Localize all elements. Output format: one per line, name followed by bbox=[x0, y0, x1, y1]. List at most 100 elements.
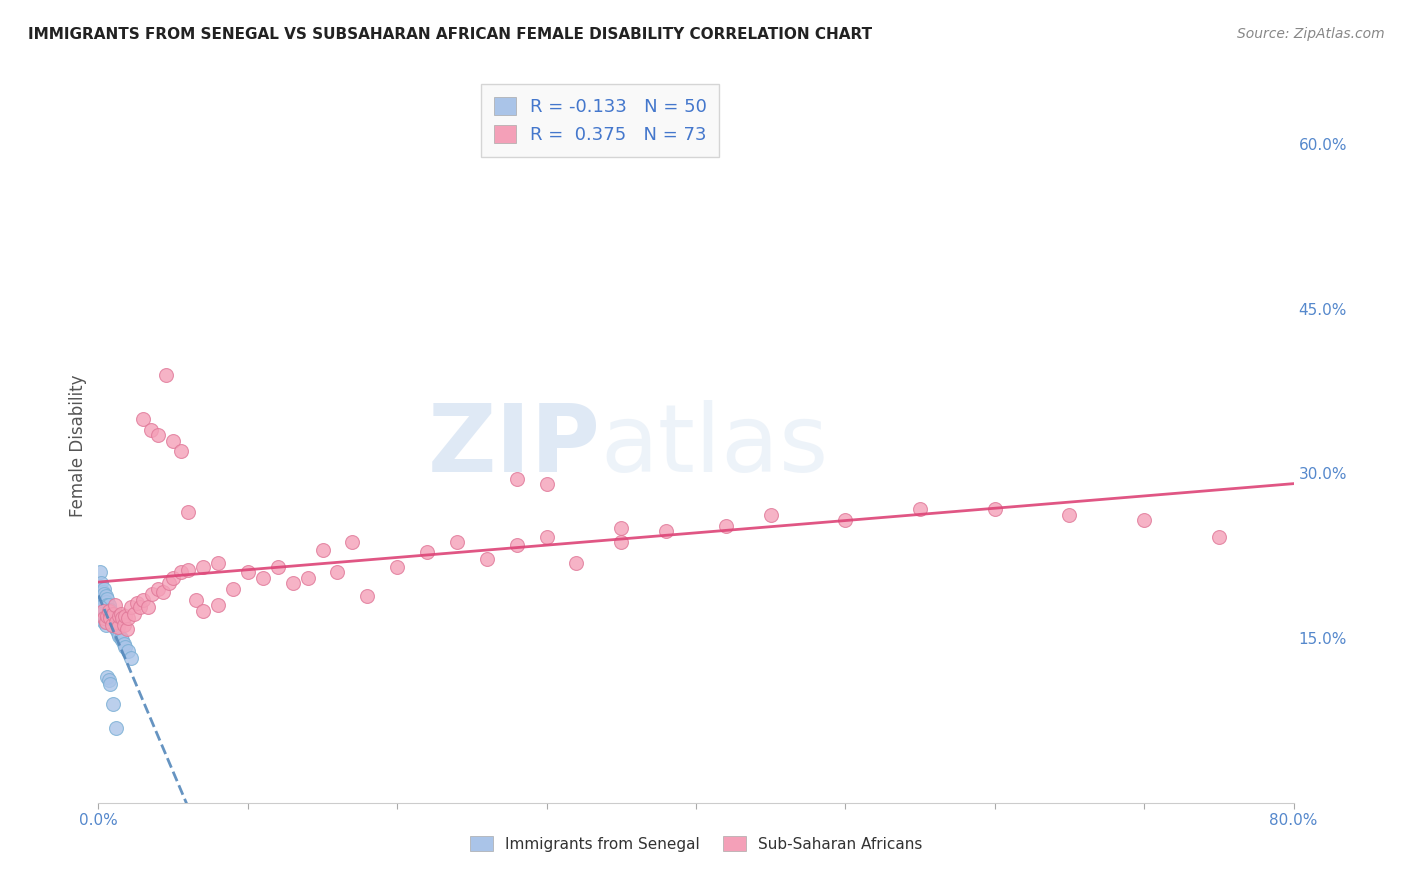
Point bbox=[148, 582, 170, 596]
Point bbox=[112, 618, 135, 632]
Point bbox=[120, 651, 142, 665]
Point bbox=[96, 609, 118, 624]
Point bbox=[141, 587, 163, 601]
Point bbox=[834, 512, 856, 526]
Point bbox=[207, 557, 229, 571]
Point bbox=[94, 607, 117, 621]
Point bbox=[984, 501, 1007, 516]
Point bbox=[117, 644, 139, 658]
Point bbox=[1208, 530, 1230, 544]
Point bbox=[96, 591, 118, 606]
Point bbox=[103, 618, 125, 632]
Point bbox=[91, 596, 114, 610]
Point bbox=[1059, 508, 1081, 523]
Text: Source: ZipAtlas.com: Source: ZipAtlas.com bbox=[1237, 27, 1385, 41]
Point bbox=[89, 600, 111, 615]
Point bbox=[110, 631, 132, 645]
Text: IMMIGRANTS FROM SENEGAL VS SUBSAHARAN AFRICAN FEMALE DISABILITY CORRELATION CHAR: IMMIGRANTS FROM SENEGAL VS SUBSAHARAN AF… bbox=[28, 27, 872, 42]
Point bbox=[311, 543, 333, 558]
Point bbox=[90, 595, 112, 609]
Point bbox=[177, 505, 200, 519]
Point bbox=[97, 598, 120, 612]
Point bbox=[191, 604, 214, 618]
Point bbox=[536, 530, 558, 544]
Point bbox=[714, 519, 737, 533]
Point bbox=[105, 623, 128, 637]
Point bbox=[506, 538, 529, 552]
Point bbox=[207, 598, 229, 612]
Point bbox=[536, 477, 558, 491]
Point bbox=[124, 607, 146, 621]
Point bbox=[91, 600, 114, 615]
Point bbox=[91, 591, 114, 605]
Point bbox=[93, 592, 115, 607]
Point bbox=[96, 611, 118, 625]
Point bbox=[281, 576, 304, 591]
Point bbox=[94, 615, 117, 629]
Point bbox=[655, 524, 678, 538]
Point bbox=[114, 640, 136, 654]
Point bbox=[91, 611, 114, 625]
Point bbox=[94, 595, 117, 609]
Point bbox=[129, 600, 152, 615]
Point bbox=[908, 501, 931, 516]
Point bbox=[169, 444, 191, 458]
Point bbox=[93, 587, 115, 601]
Point bbox=[475, 552, 498, 566]
Point bbox=[169, 566, 191, 580]
Point bbox=[98, 609, 122, 624]
Point bbox=[97, 604, 120, 618]
Point bbox=[112, 637, 135, 651]
Point bbox=[297, 571, 319, 585]
Point bbox=[103, 697, 125, 711]
Point bbox=[155, 368, 177, 382]
Point bbox=[132, 592, 155, 607]
Point bbox=[97, 673, 120, 687]
Point bbox=[107, 620, 129, 634]
Point bbox=[222, 582, 245, 596]
Point bbox=[385, 559, 409, 574]
Point bbox=[89, 566, 111, 580]
Point bbox=[104, 620, 127, 634]
Point bbox=[162, 434, 184, 448]
Point bbox=[184, 592, 207, 607]
Point bbox=[103, 607, 125, 621]
Text: atlas: atlas bbox=[600, 400, 828, 492]
Y-axis label: Female Disability: Female Disability bbox=[69, 375, 87, 517]
Point bbox=[89, 582, 111, 596]
Point bbox=[111, 611, 134, 625]
Point bbox=[416, 545, 439, 559]
Point bbox=[105, 721, 128, 735]
Point bbox=[98, 611, 122, 625]
Point bbox=[326, 566, 349, 580]
Point bbox=[107, 625, 129, 640]
Point bbox=[108, 609, 131, 624]
Point bbox=[93, 582, 115, 596]
Point bbox=[108, 629, 131, 643]
Point bbox=[136, 600, 159, 615]
Point bbox=[115, 623, 138, 637]
Point bbox=[111, 633, 134, 648]
Point bbox=[565, 557, 588, 571]
Point bbox=[120, 600, 142, 615]
Point bbox=[610, 521, 633, 535]
Point bbox=[94, 600, 117, 615]
Point bbox=[94, 590, 117, 604]
Point bbox=[98, 677, 122, 691]
Point bbox=[97, 609, 120, 624]
Point bbox=[96, 669, 118, 683]
Point bbox=[94, 618, 117, 632]
Point bbox=[152, 585, 174, 599]
Point bbox=[162, 571, 184, 585]
Point bbox=[90, 576, 112, 591]
Point bbox=[759, 508, 782, 523]
Point bbox=[101, 618, 124, 632]
Point bbox=[117, 611, 139, 625]
Point bbox=[157, 576, 180, 591]
Point bbox=[446, 534, 468, 549]
Legend: Immigrants from Senegal, Sub-Saharan Africans: Immigrants from Senegal, Sub-Saharan Afr… bbox=[463, 828, 929, 859]
Point bbox=[91, 604, 114, 618]
Point bbox=[101, 607, 124, 621]
Point bbox=[93, 611, 115, 625]
Point bbox=[132, 411, 155, 425]
